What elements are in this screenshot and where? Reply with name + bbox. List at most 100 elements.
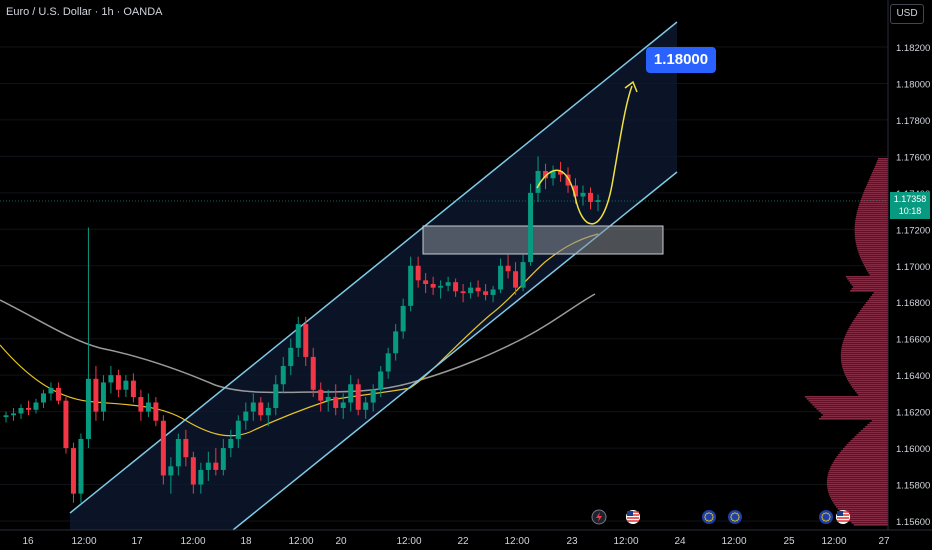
volume-profile-bar — [846, 518, 888, 520]
volume-profile-bar — [828, 492, 888, 494]
volume-profile-bar — [854, 224, 888, 226]
candle — [160, 415, 166, 485]
volume-profile-bar — [844, 516, 888, 518]
us-flag-icon[interactable] — [626, 510, 640, 524]
volume-profile-bar — [864, 266, 888, 268]
volume-profile-bar — [868, 180, 888, 182]
volume-profile-bar — [863, 264, 888, 266]
currency-button[interactable]: USD — [890, 4, 924, 24]
candle — [445, 276, 451, 292]
eu-flag-icon[interactable] — [728, 510, 742, 524]
x-tick-label: 25 — [783, 536, 795, 547]
eu-flag-icon[interactable] — [819, 510, 833, 524]
candle — [190, 451, 196, 494]
candle — [145, 393, 151, 418]
volume-profile-bar — [867, 182, 888, 184]
candle — [400, 298, 406, 339]
volume-profile-bar — [841, 350, 888, 352]
volume-profile-bar — [855, 240, 888, 242]
candle — [55, 382, 61, 405]
volume-profile-bar — [848, 280, 888, 282]
y-tick-label: 1.15600 — [896, 517, 930, 528]
volume-profile-bar — [855, 316, 888, 318]
volume-profile-bar — [852, 438, 888, 440]
volume-profile-bar — [818, 410, 888, 412]
volume-profile-bar — [874, 166, 888, 168]
candle — [265, 402, 271, 427]
candle — [213, 448, 219, 476]
volume-profile-bar — [840, 354, 888, 356]
volume-profile-bar — [837, 508, 888, 510]
x-tick-label: 22 — [457, 536, 469, 547]
volume-profile-bar — [846, 378, 888, 380]
eu-flag-icon[interactable] — [702, 510, 716, 524]
candle — [288, 338, 294, 376]
volume-profile-bar — [810, 402, 888, 404]
volume-profile-bar — [858, 432, 888, 434]
volume-profile-bar — [806, 398, 888, 400]
candle — [423, 273, 429, 294]
volume-profile-bar — [854, 230, 888, 232]
candle — [235, 415, 241, 449]
volume-profile-bar — [856, 246, 888, 248]
candle — [580, 185, 586, 206]
volume-profile-bar — [865, 426, 888, 428]
candle — [183, 429, 189, 467]
volume-profile-bar — [849, 326, 888, 328]
volume-profile-bar — [843, 338, 888, 340]
volume-profile-bar — [861, 196, 888, 198]
volume-profile-bar — [873, 292, 888, 294]
candle — [303, 316, 309, 367]
volume-profile-bar — [831, 464, 888, 466]
volume-profile-bar — [847, 330, 888, 332]
candle — [175, 433, 181, 476]
volume-profile-bar — [865, 302, 888, 304]
event-markers[interactable] — [591, 509, 850, 525]
candle — [430, 276, 436, 295]
chart-title: Euro / U.S. Dollar · 1h · OANDA — [6, 6, 163, 18]
volume-profile-bar — [829, 494, 888, 496]
volume-profile-bar — [826, 480, 888, 482]
volume-profile-bar — [876, 162, 888, 164]
volume-profile-bar — [833, 502, 888, 504]
candle — [198, 462, 204, 494]
volume-profile-bar — [854, 236, 888, 238]
volume-profile-bar — [865, 268, 888, 270]
volume-profile-bar — [845, 276, 888, 278]
x-tick-label: 12:00 — [180, 536, 205, 547]
y-tick-label: 1.15800 — [896, 481, 930, 492]
us-flag-icon[interactable] — [836, 510, 850, 524]
candle — [550, 165, 556, 186]
time-axis[interactable]: 16 12:00 17 12:00 18 12:00 20 12:00 22 12:00 23 12:… — [22, 536, 890, 547]
candle — [108, 366, 114, 394]
y-tick-label: 1.17600 — [896, 152, 930, 163]
candle — [295, 316, 301, 357]
candle — [453, 278, 459, 297]
volume-profile-bar — [878, 158, 888, 160]
demand-zone[interactable] — [422, 225, 664, 255]
candle — [558, 161, 564, 182]
volume-profile-bar — [862, 428, 888, 430]
volume-profile-bar — [842, 368, 888, 370]
volume-profile-bar — [850, 290, 888, 292]
price-axis[interactable]: 1.182001.180001.178001.176001.174001.172… — [896, 43, 930, 528]
candle — [498, 258, 504, 294]
volume-profile-bar — [842, 514, 888, 516]
volume-profile-bar — [831, 498, 888, 500]
volume-profile-bar — [861, 308, 888, 310]
volume-profile-bar — [840, 352, 888, 354]
volume-profile-bar — [821, 416, 888, 418]
volume-profile-bar — [860, 258, 888, 260]
volume-profile-bar — [858, 394, 888, 396]
volume-profile-bar — [869, 178, 888, 180]
volume-profile-bar — [816, 408, 888, 410]
ma-fast-line — [0, 233, 599, 437]
volume-profile-bar — [838, 454, 888, 456]
x-tick-label: 12:00 — [613, 536, 638, 547]
volume-profile-bar — [857, 250, 888, 252]
flash-icon[interactable] — [591, 509, 607, 525]
volume-profile-bar — [818, 418, 888, 420]
volume-profile-bar — [872, 170, 888, 172]
volume-profile-bar — [855, 220, 888, 222]
